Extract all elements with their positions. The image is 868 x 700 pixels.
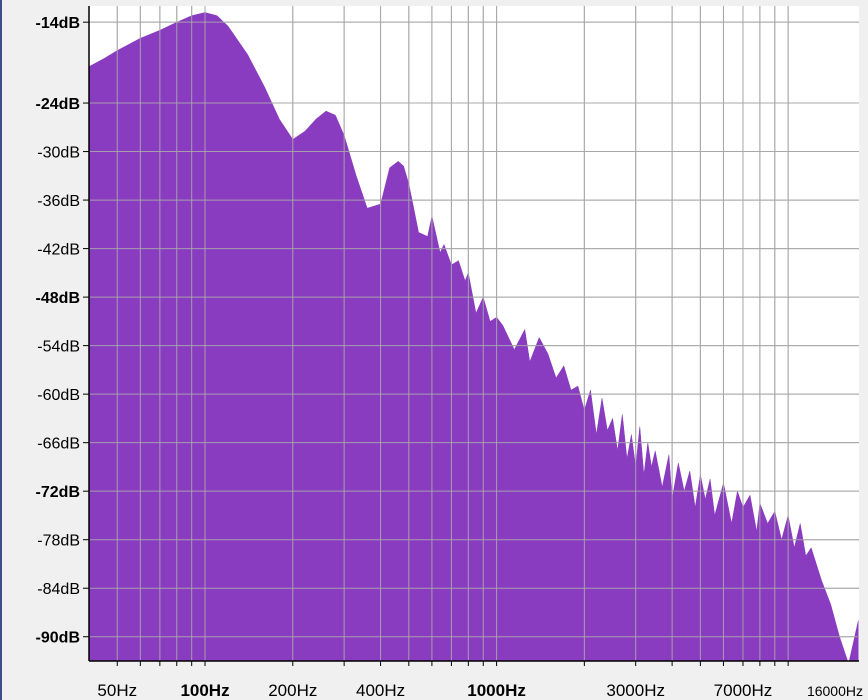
y-tick-label: -72dB [36, 484, 80, 501]
x-tick-label: 200Hz [268, 681, 317, 700]
spectrum-area [88, 12, 859, 662]
x-tick-label: 400Hz [356, 681, 405, 700]
y-tick-label: -14dB [36, 15, 80, 32]
x-tick-label: 16000Hz [807, 683, 863, 699]
y-tick-label: -24dB [36, 96, 80, 113]
x-tick-label: 100Hz [180, 681, 229, 700]
x-tick-label: 1000Hz [467, 681, 526, 700]
y-tick-label: -48dB [36, 290, 80, 307]
x-tick-label: 3000Hz [606, 681, 665, 700]
y-tick-label: -90dB [36, 630, 80, 647]
y-tick-label: -30dB [37, 145, 80, 162]
y-tick-label: -54dB [37, 339, 80, 356]
y-tick-label: -84dB [37, 581, 80, 598]
y-tick-label: -42dB [37, 242, 80, 259]
x-tick-label: 50Hz [97, 681, 137, 700]
y-tick-label: -60dB [37, 387, 80, 404]
y-tick-label: -66dB [37, 436, 80, 453]
y-tick-label: -36dB [37, 193, 80, 210]
x-tick-label: 7000Hz [714, 681, 773, 700]
y-tick-label: -78dB [37, 533, 80, 550]
